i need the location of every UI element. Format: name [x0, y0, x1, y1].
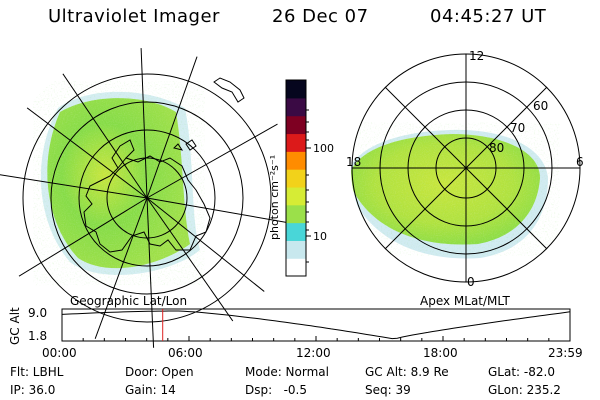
geographic-map: [0, 48, 297, 348]
south-america-coastline: [213, 77, 245, 103]
altitude-curve: [61, 310, 571, 340]
colorbar-segment: [286, 258, 306, 277]
colorbar-tick-100: 100: [313, 142, 334, 155]
gain-readout: Gain: 14: [125, 383, 176, 397]
mlat-label-60: 60: [533, 99, 548, 113]
colorbar-tick-10: 10: [313, 230, 327, 243]
colorbar-segment: [286, 186, 306, 206]
colorbar-segment: [286, 222, 306, 241]
x-tick-label-2359: 23:59: [548, 346, 583, 360]
geographic-map-label: Geographic Lat/Lon: [70, 294, 187, 308]
mlt-label-0: 0: [467, 275, 475, 289]
mlt-label-6: 6: [576, 155, 584, 169]
sequence-readout: Seq: 39: [365, 383, 411, 397]
altitude-max-label: 9.0: [28, 306, 47, 320]
colorbar-segment: [286, 133, 306, 152]
door-readout: Door: Open: [125, 365, 194, 379]
mlt-label-18: 18: [346, 155, 361, 169]
geo-lat-readout: GLat: -82.0: [488, 365, 555, 379]
instrument-title: Ultraviolet Imager: [48, 6, 220, 27]
dsp-readout: Dsp: -0.5: [245, 383, 308, 397]
ip-readout: IP: 36.0: [10, 383, 56, 397]
mlat-label-70: 70: [510, 121, 525, 135]
altitude-axis-label: GC Alt: [8, 307, 22, 345]
gc-alt-readout: GC Alt: 8.9 Re: [365, 365, 449, 379]
mlat-label-80: 80: [489, 141, 504, 155]
color-scale: 100 10 photon cm⁻²s⁻¹: [268, 79, 334, 277]
x-tick-label-0000: 00:00: [42, 346, 77, 360]
observation-time: 04:45:27 UT: [430, 6, 547, 27]
altitude-min-label: 1.8: [28, 329, 47, 343]
x-tick-label-1800: 18:00: [423, 346, 458, 360]
magnetic-map: 80 70 60 12 0 18 6: [346, 49, 584, 289]
antarctica-coastline: [83, 155, 211, 253]
colorbar-unit-label: photon cm⁻²s⁻¹: [268, 155, 281, 240]
colorbar-segment: [286, 80, 306, 99]
magnetic-map-label: Apex MLat/MLT: [420, 294, 510, 308]
observation-date: 26 Dec 07: [272, 6, 369, 27]
x-tick-label-1200: 12:00: [296, 346, 331, 360]
colorbar-segment: [286, 169, 306, 188]
colorbar-segment: [286, 115, 306, 135]
mode-readout: Mode: Normal: [245, 365, 329, 379]
colorbar-segment: [286, 240, 306, 259]
altitude-plot: 9.0 1.8 GC Alt 00:00 06:00 12:00 18:00 2…: [8, 306, 583, 360]
geo-lon-readout: GLon: 235.2: [488, 383, 561, 397]
x-tick-label-0600: 06:00: [168, 346, 203, 360]
mlt-label-12: 12: [469, 49, 484, 63]
colorbar-segment: [286, 151, 306, 170]
colorbar-segment: [286, 97, 306, 117]
colorbar-segment: [286, 204, 306, 224]
filter-readout: Flt: LBHL: [10, 365, 64, 379]
